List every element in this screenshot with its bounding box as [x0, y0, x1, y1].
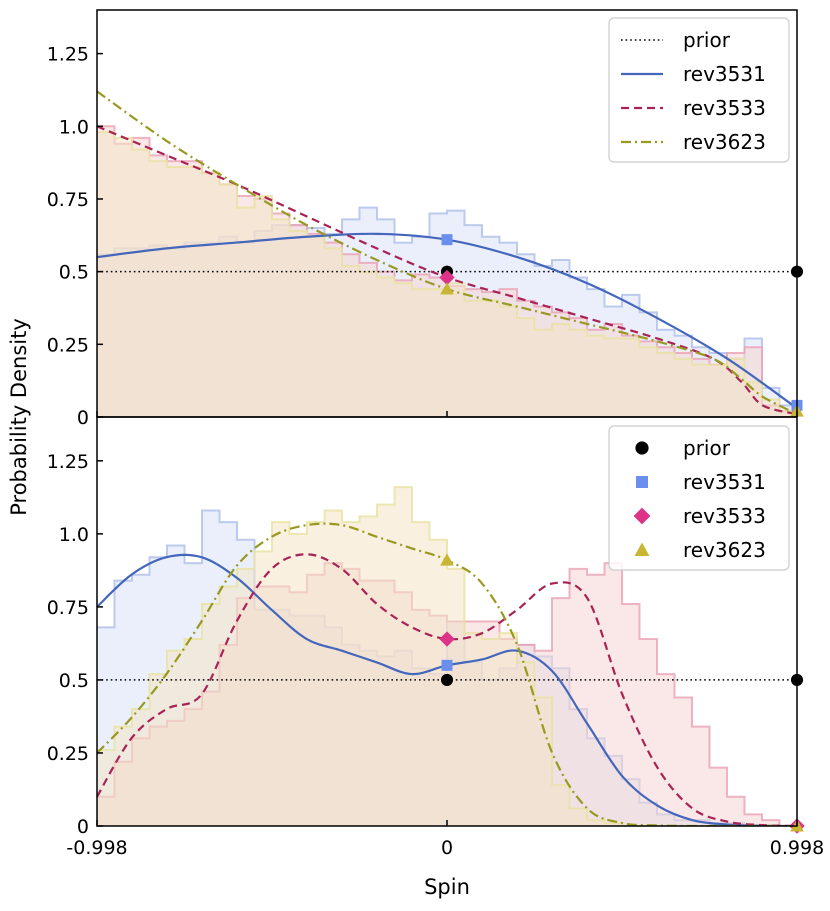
legend-label-prior: prior: [683, 28, 731, 52]
legend-swatch-prior: [635, 441, 649, 455]
y-tick-label: 0.75: [47, 189, 89, 211]
y-tick-label: 0: [77, 407, 89, 429]
legend-label-rev3533: rev3533: [683, 96, 766, 120]
top-panel: 0 0.25 0.5 0.75 1.0 1.25 prior rev3531 rev3533 re…: [47, 9, 804, 429]
series-line-rev3623: [97, 90, 797, 416]
legend-label-rev3623: rev3623: [683, 538, 766, 562]
y-tick-label: 0.75: [47, 597, 89, 619]
y-tick-label: 0.5: [59, 262, 89, 284]
bottom-panel: 00.250.50.751.01.25-0.998 0 0.998Spinprior…: [47, 416, 824, 899]
legend-swatch-rev3531: [636, 476, 648, 488]
legend-label-rev3531: rev3531: [683, 62, 766, 86]
y-tick-label: 0.25: [47, 743, 89, 765]
x-tick-label: -0.998: [66, 837, 127, 859]
marker-rev3531: [441, 659, 453, 671]
y-axis-label: Probability Density: [7, 318, 31, 516]
legend-label-rev3533: rev3533: [683, 504, 766, 528]
legend-swatch-rev3623: [634, 542, 650, 556]
y-tick-label: 1.25: [47, 44, 89, 66]
legend-label-rev3531: rev3531: [683, 470, 766, 494]
marker-rev3533: [439, 631, 455, 647]
y-tick-label: 1.0: [59, 116, 89, 138]
legend-label-rev3623: rev3623: [683, 130, 766, 154]
y-tick-label: 1.0: [59, 524, 89, 546]
y-tick-label: 0.5: [59, 670, 89, 692]
legend-label-prior: prior: [683, 436, 731, 460]
x-tick-label: 0: [441, 837, 453, 859]
series-line-rev3533: [97, 125, 797, 416]
legend: prior rev3531 rev3533 rev3623: [608, 17, 790, 163]
legend: prior rev3531 rev3533 rev3623: [608, 425, 790, 571]
legend-box: [608, 17, 790, 163]
y-tick-label: 0: [77, 816, 89, 838]
legend-swatch-rev3533: [633, 507, 651, 525]
y-tick-label: 0.25: [47, 334, 89, 356]
x-axis-label: Spin: [424, 875, 470, 899]
y-tick-label: 1.25: [47, 451, 89, 473]
histogram-fill-rev3623: [97, 487, 797, 826]
marker-prior: [440, 673, 454, 686]
histogram-edge-rev3623: [97, 486, 797, 826]
marker-rev3623: [440, 282, 454, 295]
series-line-rev3533: [97, 553, 797, 826]
marker-rev3533: [439, 269, 455, 286]
marker-rev3623: [440, 553, 454, 566]
plot-area: [97, 90, 797, 417]
legend-box: [608, 425, 790, 571]
x-tick-label: 0.998: [770, 837, 824, 859]
marker-rev3531: [441, 234, 453, 246]
